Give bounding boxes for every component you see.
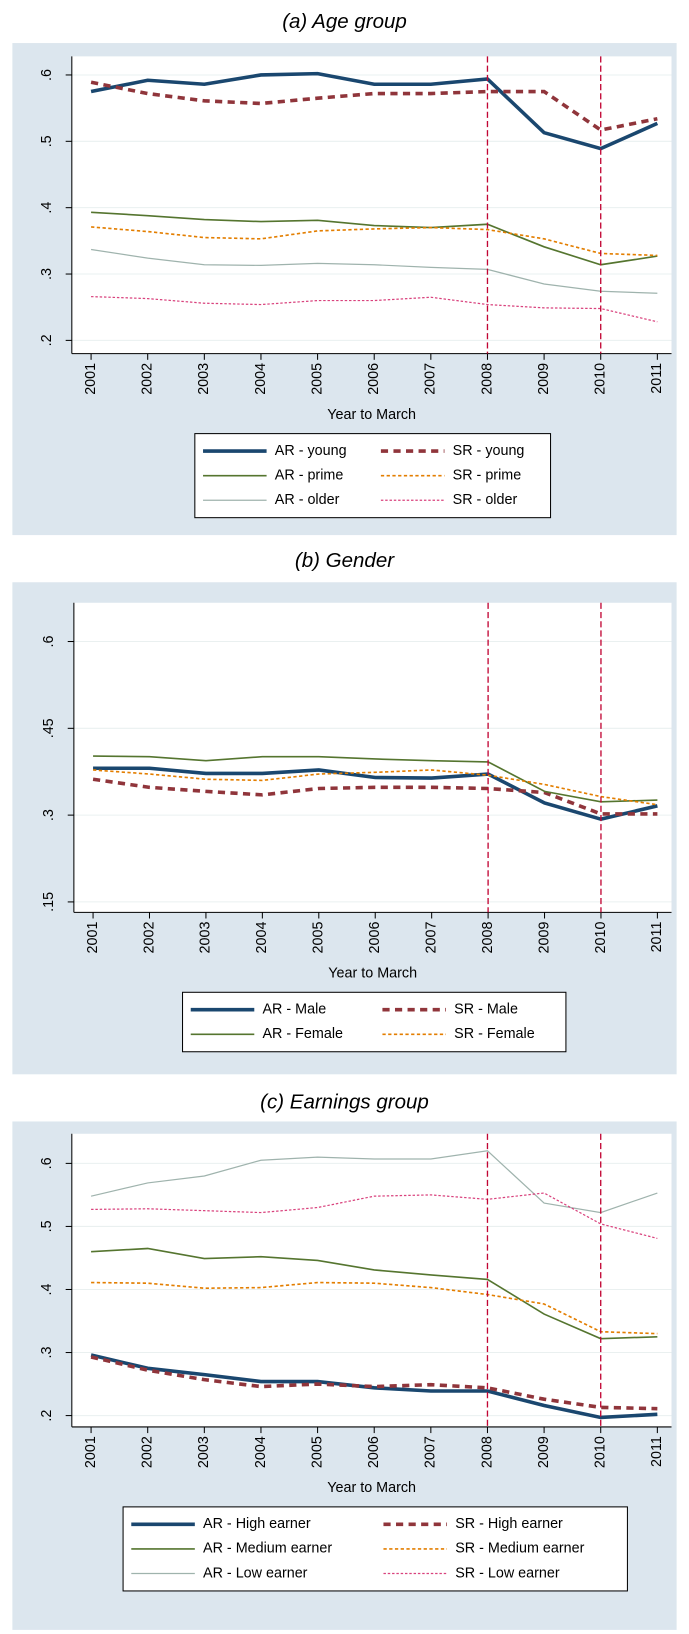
series-line (92, 777, 658, 816)
x-tick-label: 2010 (593, 1436, 609, 1468)
x-tick-label: 2008 (480, 922, 496, 954)
x-tick-label: 2006 (366, 1436, 382, 1468)
x-tick-label: 2010 (593, 922, 609, 954)
x-tick-label: 2005 (309, 363, 325, 395)
x-tick-label: 2011 (649, 1436, 665, 1467)
legend-label: SR - Low earner (455, 1565, 560, 1581)
series-line (90, 1150, 658, 1214)
series-line (91, 211, 658, 266)
x-tick-label: 2004 (253, 363, 269, 395)
x-tick-label: 2009 (536, 922, 552, 954)
x-tick-label: 2002 (140, 1436, 156, 1468)
y-tick-label: .3 (39, 1347, 55, 1359)
legend-label: AR - High earner (203, 1516, 311, 1532)
y-tick-label: .3 (39, 268, 55, 280)
legend-box (122, 1506, 628, 1592)
legend-label: AR - Female (262, 1026, 343, 1042)
x-tick-label: 2006 (367, 922, 383, 954)
legend-label: SR - Medium earner (455, 1541, 584, 1557)
plot-area (71, 56, 672, 354)
legend-label: SR - High earner (455, 1516, 563, 1532)
y-tick-label: .5 (39, 1220, 55, 1232)
x-tick-label: 2007 (423, 922, 439, 954)
y-tick-label: .4 (39, 1283, 55, 1295)
y-tick-label: .6 (41, 636, 57, 648)
x-tick-label: 2005 (311, 922, 327, 954)
legend-label: AR - Medium earner (203, 1541, 332, 1557)
series-line (93, 766, 658, 822)
series-line (90, 1353, 658, 1420)
y-tick-label: .6 (39, 69, 55, 81)
y-tick-label: .5 (39, 135, 55, 147)
legend-label: AR - prime (275, 467, 344, 483)
series-line (91, 1281, 658, 1335)
x-tick-label: 2001 (85, 922, 101, 954)
x-tick-label: 2002 (140, 363, 156, 395)
x-tick-label: 2011 (649, 922, 665, 953)
x-axis-label: Year to March (327, 1480, 416, 1496)
x-tick-label: 2004 (254, 922, 270, 954)
x-tick-label: 2008 (479, 363, 495, 395)
plot-area (71, 1133, 672, 1427)
chart-title: (c) Earnings group (260, 1090, 429, 1113)
series-line (93, 755, 658, 803)
y-tick-label: .2 (39, 334, 55, 346)
x-tick-label: 2004 (253, 1436, 269, 1468)
chart-title: (b) Gender (295, 549, 395, 572)
x-axis-label: Year to March (328, 966, 417, 982)
legend-label: SR - prime (453, 467, 522, 483)
series-line (91, 226, 658, 257)
x-tick-label: 2005 (309, 1436, 325, 1468)
x-axis-label: Year to March (327, 407, 416, 423)
x-tick-label: 2003 (198, 922, 214, 954)
x-tick-label: 2009 (536, 363, 552, 395)
series-line (91, 1192, 658, 1240)
legend-label: AR - Male (262, 1002, 326, 1018)
legend-label: AR - older (275, 492, 340, 508)
series-line (93, 769, 658, 806)
series-line (90, 71, 659, 151)
x-tick-label: 2003 (196, 1436, 212, 1468)
y-tick-label: .45 (41, 718, 57, 738)
y-tick-label: .2 (39, 1410, 55, 1422)
x-tick-label: 2001 (83, 363, 99, 395)
x-tick-label: 2009 (536, 1436, 552, 1468)
x-tick-label: 2006 (366, 363, 382, 395)
plot-area (73, 602, 672, 913)
x-tick-label: 2010 (593, 363, 609, 395)
legend-label: SR - Female (454, 1026, 535, 1042)
series-line (90, 80, 658, 132)
legend-label: SR - older (453, 492, 518, 508)
chart-title: (a) Age group (282, 10, 407, 33)
legend-label: SR - young (453, 443, 525, 459)
x-tick-label: 2007 (423, 363, 439, 395)
legend-label: AR - Low earner (203, 1565, 308, 1581)
x-tick-label: 2002 (141, 922, 157, 954)
legend-label: AR - young (275, 443, 347, 459)
x-tick-label: 2003 (196, 363, 212, 395)
legend-box (182, 991, 567, 1053)
y-tick-label: .3 (41, 809, 57, 821)
y-tick-label: .6 (39, 1157, 55, 1169)
y-tick-label: .4 (39, 202, 55, 214)
x-tick-label: 2007 (423, 1436, 439, 1468)
x-tick-label: 2001 (83, 1436, 99, 1468)
legend-label: SR - Male (454, 1002, 518, 1018)
x-tick-label: 2011 (649, 363, 665, 394)
y-tick-label: .15 (41, 892, 57, 912)
series-line (91, 1247, 658, 1340)
x-tick-label: 2008 (479, 1436, 495, 1468)
series-line (90, 248, 658, 294)
